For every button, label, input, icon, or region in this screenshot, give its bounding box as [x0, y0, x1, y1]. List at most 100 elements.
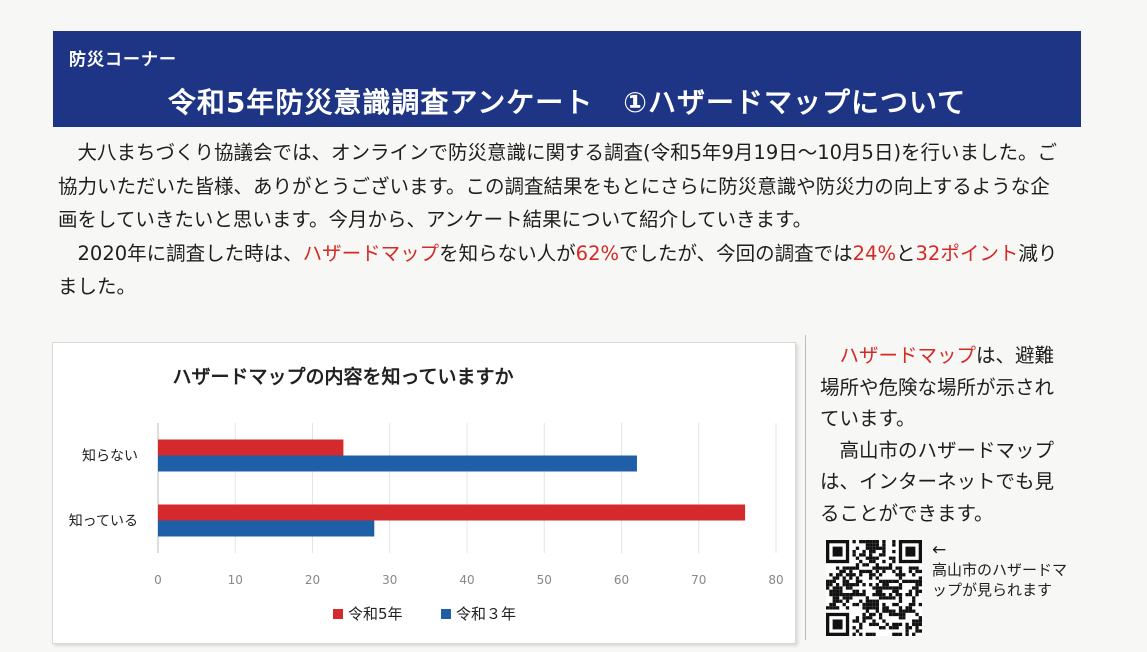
- title-main: 令和5年防災意識調査アンケート: [167, 86, 594, 119]
- qr-module: [888, 592, 893, 597]
- qr-module: [872, 559, 876, 564]
- qr-module: [872, 606, 876, 610]
- qr-module: [872, 592, 876, 597]
- side-paragraph-2: 高山市のハザードマップは、インターネットでも見ることができます。: [820, 438, 1055, 525]
- highlight-32-points: 32ポイント: [915, 241, 1019, 265]
- qr-module: [855, 592, 860, 597]
- qr-module: [855, 616, 860, 620]
- qr-module: [892, 589, 896, 593]
- qr-module: [855, 576, 860, 580]
- qr-module: [918, 602, 922, 607]
- qr-module: [862, 619, 866, 623]
- side-text: ハザードマップは、避難場所や危険な場所が示されています。 高山市のハザードマップ…: [820, 340, 1065, 529]
- qr-module: [878, 612, 883, 617]
- qr-module: [885, 622, 889, 627]
- qr-module: [865, 540, 870, 544]
- qr-finder: [832, 619, 843, 630]
- qr-module: [859, 569, 863, 574]
- qr-code[interactable]: [826, 540, 922, 636]
- qr-module: [865, 602, 870, 607]
- intro-p2-text: でしたが、今回の調査では: [619, 241, 853, 265]
- qr-module: [872, 602, 876, 607]
- qr-module: [888, 556, 893, 560]
- qr-module: [859, 573, 863, 577]
- qr-module: [842, 569, 846, 574]
- highlight-hazard-map: ハザードマップ: [839, 344, 977, 367]
- qr-module: [859, 626, 863, 630]
- qr-module: [832, 589, 836, 593]
- qr-module: [892, 559, 896, 564]
- qr-module: [826, 586, 830, 590]
- qr-module: [882, 619, 886, 623]
- qr-module: [912, 573, 916, 577]
- qr-module: [852, 589, 856, 593]
- qr-module: [885, 609, 889, 613]
- qr-module: [882, 602, 886, 607]
- legend-label: 令和5年: [348, 605, 403, 623]
- qr-module: [832, 576, 836, 580]
- qr-module: [892, 579, 896, 584]
- qr-module: [855, 629, 860, 633]
- qr-module: [872, 546, 876, 550]
- qr-module: [905, 606, 909, 610]
- qr-module: [915, 612, 919, 617]
- qr-module: [888, 586, 893, 590]
- qr-module: [918, 622, 922, 627]
- qr-module: [908, 569, 913, 574]
- qr-module: [859, 622, 863, 627]
- qr-module: [859, 599, 863, 603]
- qr-module: [852, 553, 856, 557]
- qr-module: [915, 626, 919, 630]
- qr-module: [892, 602, 896, 607]
- qr-module: [908, 609, 913, 613]
- qr-module: [892, 543, 896, 547]
- qr-module: [892, 556, 896, 560]
- qr-module: [852, 602, 856, 607]
- qr-module: [869, 553, 873, 557]
- qr-module: [855, 583, 860, 587]
- qr-module: [875, 592, 879, 597]
- qr-module: [872, 619, 876, 623]
- qr-module: [869, 606, 873, 610]
- qr-module: [869, 573, 873, 577]
- qr-module: [875, 543, 879, 547]
- qr-module: [869, 583, 873, 587]
- qr-module: [869, 556, 873, 560]
- qr-module: [912, 632, 916, 636]
- qr-module: [826, 606, 830, 610]
- qr-module: [872, 622, 876, 627]
- qr-module: [882, 579, 886, 584]
- qr-module: [878, 553, 883, 557]
- qr-module: [905, 579, 909, 584]
- qr-module: [859, 540, 863, 544]
- qr-module: [898, 586, 903, 590]
- qr-module: [882, 546, 886, 550]
- qr-module: [845, 583, 850, 587]
- qr-module: [882, 609, 886, 613]
- qr-module: [882, 549, 886, 554]
- qr-module: [878, 592, 883, 597]
- qr-module: [839, 573, 843, 577]
- qr-module: [888, 612, 893, 617]
- intro-paragraph-1: 大八まちづくり協議会では、オンラインで防災意識に関する調査(令和5年9月19日～…: [58, 141, 1058, 231]
- qr-module: [842, 566, 846, 570]
- qr-module: [852, 619, 856, 623]
- legend-swatch: [333, 609, 343, 619]
- qr-module: [829, 592, 833, 597]
- qr-module: [832, 592, 836, 597]
- qr-module: [882, 559, 886, 564]
- qr-module: [905, 592, 909, 597]
- qr-module: [895, 592, 899, 597]
- qr-module: [845, 606, 850, 610]
- qr-module: [915, 629, 919, 633]
- qr-module: [869, 576, 873, 580]
- qr-module: [829, 583, 833, 587]
- x-tick-label: 30: [382, 573, 397, 587]
- qr-module: [875, 606, 879, 610]
- qr-module: [835, 566, 840, 570]
- qr-module: [915, 566, 919, 570]
- qr-module: [912, 622, 916, 627]
- qr-module: [898, 592, 903, 597]
- qr-module: [862, 612, 866, 617]
- qr-module: [865, 616, 870, 620]
